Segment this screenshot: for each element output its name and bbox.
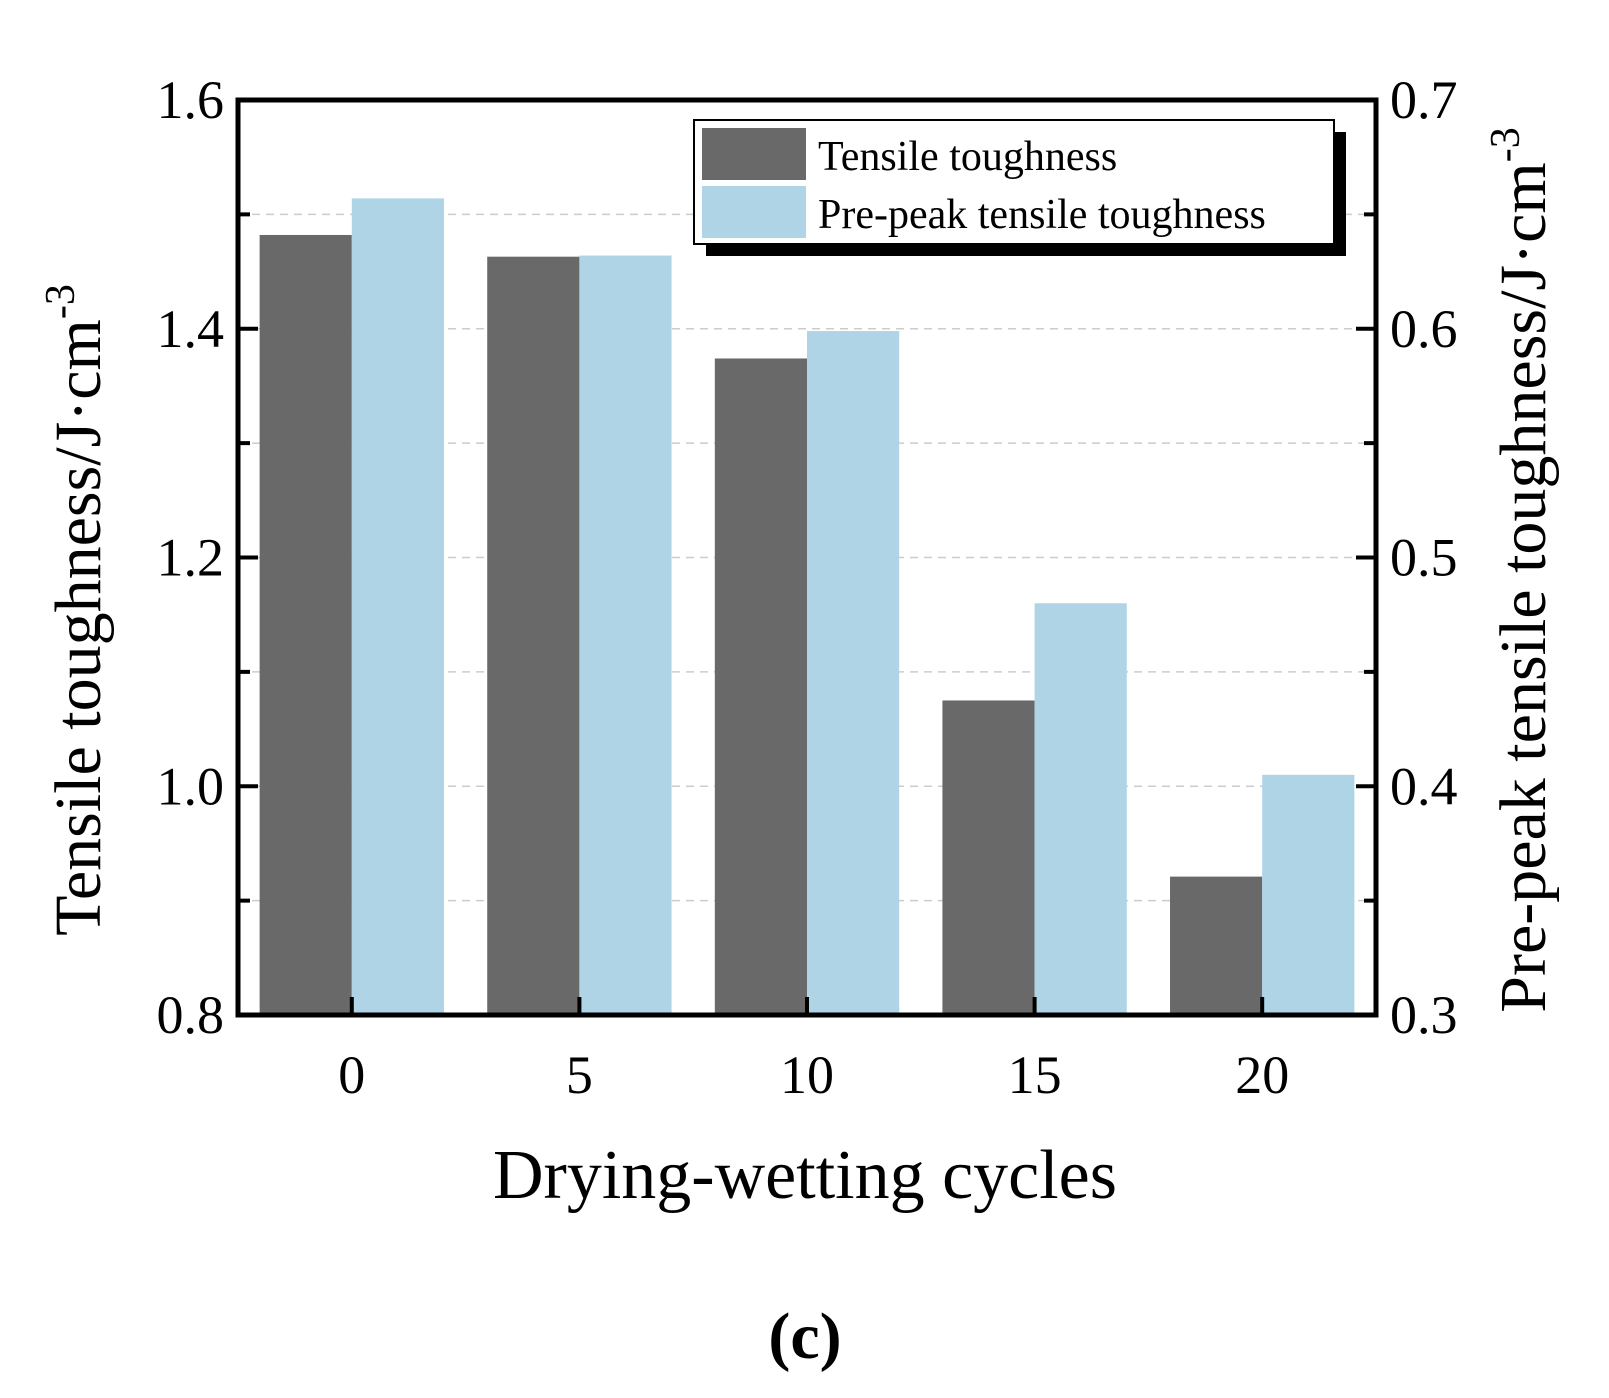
- y-left-axis-label: Tensile toughness/J·cm-3: [38, 284, 115, 936]
- bar-tensile-5: [487, 256, 580, 1016]
- figure-caption: (c): [768, 1300, 841, 1373]
- y-right-label-main: Pre-peak tensile toughness/J·cm: [1487, 162, 1560, 1012]
- legend: Tensile toughness Pre-peak tensile toughn…: [693, 119, 1346, 256]
- legend-swatch-tensile: [702, 128, 806, 180]
- y-left-label-main: Tensile toughness/J·cm: [42, 319, 115, 936]
- y-left-label-sup: -3: [38, 284, 84, 319]
- y-right-tick-label: 0.3: [1390, 985, 1458, 1045]
- bars: [259, 198, 1355, 1016]
- bar-prepeak-0: [351, 198, 444, 1016]
- bar-tensile-10: [714, 358, 807, 1015]
- bar-prepeak-5: [579, 255, 672, 1016]
- x-tick-label: 0: [338, 1045, 365, 1105]
- x-tick-label: 10: [780, 1045, 834, 1105]
- bar-tensile-0: [259, 234, 352, 1015]
- bar-prepeak-15: [1034, 603, 1127, 1015]
- x-axis-label: Drying-wetting cycles: [493, 1137, 1117, 1214]
- bar-prepeak-20: [1262, 774, 1355, 1015]
- legend-swatch-prepeak: [702, 186, 806, 238]
- y-right-axis-label: Pre-peak tensile toughness/J·cm-3: [1483, 127, 1560, 1012]
- y-left-tick-label: 1.0: [157, 756, 225, 816]
- bar-tensile-15: [942, 700, 1035, 1015]
- bar-prepeak-10: [807, 331, 900, 1016]
- axes: 0 5 10 15 20 0.8 1.0 1.2 1.4 1.6 0.3 0.4 0.5 0.6 0.7: [157, 70, 1458, 1105]
- y-left-tick-label: 0.8: [157, 985, 225, 1045]
- x-tick-label: 20: [1235, 1045, 1289, 1105]
- y-left-tick-label: 1.4: [157, 299, 225, 359]
- legend-label-prepeak: Pre-peak tensile toughness: [818, 192, 1266, 238]
- x-tick-label: 15: [1008, 1045, 1062, 1105]
- y-right-tick-label: 0.7: [1390, 70, 1458, 130]
- legend-label-tensile: Tensile toughness: [818, 134, 1117, 180]
- bar-tensile-20: [1170, 876, 1263, 1015]
- y-left-tick-label: 1.6: [157, 70, 225, 130]
- y-right-tick-label: 0.6: [1390, 299, 1458, 359]
- y-right-label-sup: -3: [1483, 127, 1529, 162]
- y-right-tick-label: 0.4: [1390, 756, 1458, 816]
- y-left-tick-label: 1.2: [157, 528, 225, 588]
- y-right-tick-label: 0.5: [1390, 528, 1458, 588]
- x-tick-label: 5: [566, 1045, 593, 1105]
